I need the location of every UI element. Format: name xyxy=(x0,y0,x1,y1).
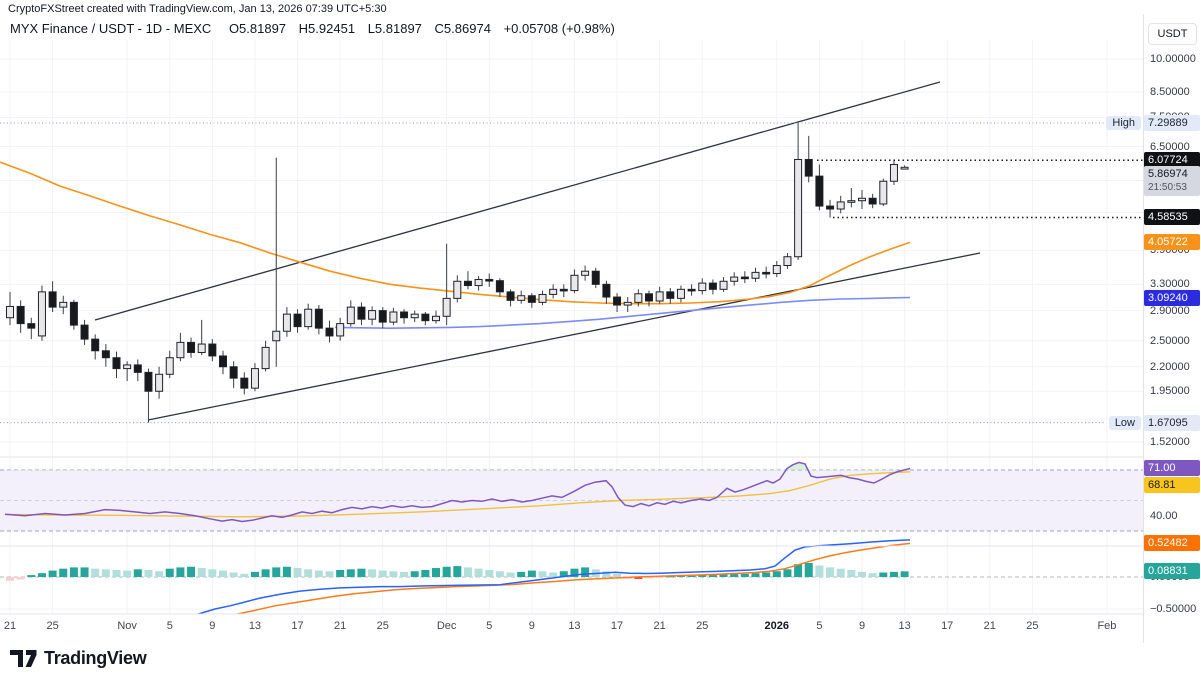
ohlc-close: C5.86974 xyxy=(434,21,491,36)
attribution-text: CryptoFXStreet created with TradingView.… xyxy=(8,3,387,15)
rsi-line xyxy=(4,461,911,523)
main-pane xyxy=(0,81,981,423)
tradingview-logo-text: TradingView xyxy=(44,648,147,668)
macd-pane xyxy=(6,539,911,614)
macd-signal-line xyxy=(236,542,911,614)
symbol-legend: MYX Finance / USDT - 1D - MEXC O5.81897 … xyxy=(10,21,624,36)
currency-toggle-button[interactable]: USDT xyxy=(1148,23,1197,45)
ohlc-low: L5.81897 xyxy=(367,21,422,36)
tradingview-logo[interactable]: TradingView xyxy=(10,648,147,669)
ohlc-change: +0.05708 (+0.98%) xyxy=(503,21,615,36)
macd-line xyxy=(197,539,911,614)
ohlc-high: H5.92451 xyxy=(298,21,356,36)
ema-orange-line xyxy=(0,161,911,305)
tradingview-logo-icon xyxy=(10,649,37,667)
ma-blue-line xyxy=(334,296,911,330)
rsi-pane xyxy=(4,461,911,523)
price-axis-border xyxy=(1143,14,1144,643)
channel-lower-line xyxy=(147,252,981,421)
ohlc-open: O5.81897 xyxy=(228,21,287,36)
symbol-title[interactable]: MYX Finance / USDT - 1D - MEXC xyxy=(10,21,212,36)
channel-upper-line xyxy=(94,81,941,321)
candles xyxy=(6,122,909,423)
